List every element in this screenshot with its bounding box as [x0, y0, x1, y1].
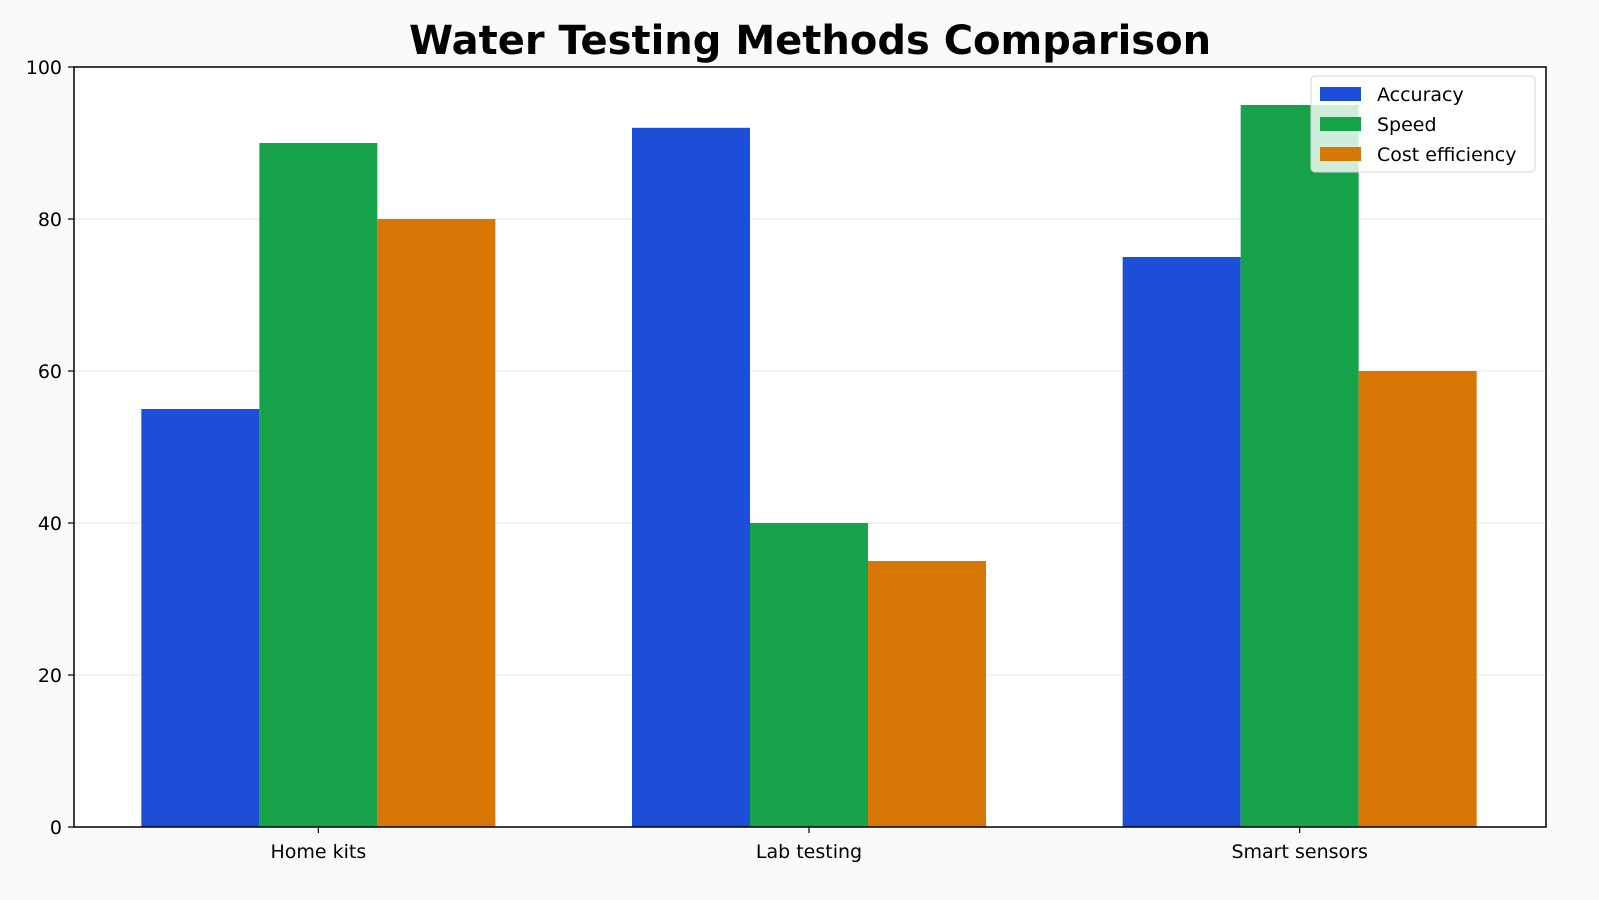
bar-speed: [259, 143, 378, 827]
legend-swatch: [1320, 147, 1361, 161]
legend-label: Accuracy: [1377, 84, 1464, 106]
legend-label: Cost efficiency: [1377, 144, 1517, 166]
bar-accuracy: [141, 409, 260, 827]
bar-speed: [750, 523, 868, 827]
x-tick-label: Smart sensors: [1231, 841, 1367, 863]
legend-swatch: [1320, 87, 1361, 101]
y-tick-label: 60: [38, 361, 62, 383]
bar-accuracy: [632, 127, 750, 828]
bar-speed: [1240, 105, 1359, 827]
y-tick-label: 20: [38, 665, 62, 687]
y-tick-label: 100: [26, 57, 62, 79]
y-tick-label: 0: [50, 817, 62, 839]
legend-box: [1310, 75, 1536, 173]
y-tick-label: 40: [38, 513, 62, 535]
x-tick-label: Lab testing: [756, 841, 862, 863]
chart-title: Water Testing Methods Comparison: [409, 18, 1211, 64]
x-tick-label: Home kits: [270, 841, 366, 863]
legend-label: Speed: [1377, 114, 1437, 136]
legend-swatch: [1320, 117, 1361, 131]
bar-accuracy: [1122, 257, 1241, 827]
bar-cost-efficiency: [1358, 371, 1477, 827]
y-tick-label: 80: [38, 209, 62, 231]
legend: Accuracy Speed Cost efficiency: [1310, 75, 1536, 173]
bar-cost-efficiency: [377, 219, 496, 827]
bar-cost-efficiency: [868, 561, 986, 827]
plot-frame: [73, 66, 1547, 828]
